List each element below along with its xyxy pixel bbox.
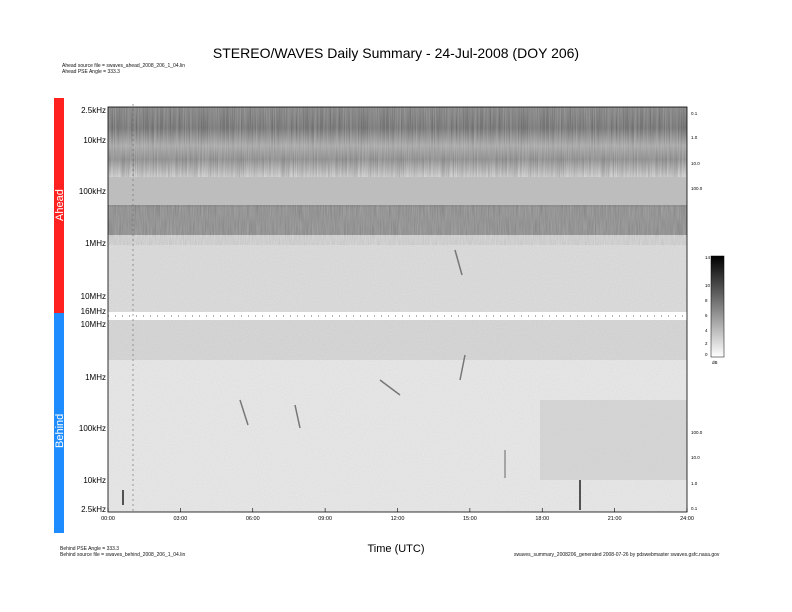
colorbar	[710, 255, 725, 358]
freq-tick-label: 2.5kHz	[81, 106, 106, 115]
credit-note: swaves_summary_2008206_generated 2008-07…	[514, 552, 720, 558]
right-tick-label: 1.0	[691, 481, 698, 486]
freq-tick-label: 100kHz	[78, 187, 106, 196]
colorbar-tick-label: 0	[705, 352, 708, 357]
x-tick-label: 06:00	[245, 516, 260, 522]
ahead-source-note: Ahead source file = swaves_ahead_2008_20…	[62, 63, 186, 69]
freq-tick-label: 1MHz	[85, 373, 106, 382]
freq-tick-label: 1MHz	[85, 239, 106, 248]
colorbar-tick-label: 14	[705, 255, 711, 260]
right-tick-label: 1.0	[691, 135, 698, 140]
colorbar-unit: dB	[712, 360, 718, 365]
colorbar-tick-label: 10	[705, 283, 711, 288]
chart-title: STEREO/WAVES Daily Summary - 24-Jul-2008…	[212, 45, 580, 61]
right-tick-label: 10.0	[691, 455, 700, 460]
x-tick-label: 03:00	[173, 516, 188, 522]
ahead-spectrogram	[108, 107, 687, 317]
behind-freq-axis: 10MHz 1MHz 100kHz 10kHz 2.5kHz	[60, 0, 106, 612]
freq-tick-label: 10MHz	[80, 292, 106, 301]
right-tick-label: 0.1	[691, 111, 698, 116]
ahead-angle-note: Ahead PSE Angle = 333.3	[62, 69, 120, 75]
ahead-panel-bar: Ahead	[54, 98, 66, 313]
right-tick-label: 0.1	[691, 506, 698, 511]
right-tick-label: 10.0	[691, 161, 700, 166]
x-tick-label: 12:00	[390, 516, 405, 522]
colorbar-tick-label: 8	[705, 298, 708, 303]
freq-tick-label: 2.5kHz	[81, 505, 106, 514]
behind-source-note: Behind source file = swaves_behind_2008_…	[60, 552, 186, 558]
colorbar-tick-label: 6	[705, 313, 708, 318]
ahead-freq-axis: 2.5kHz 10kHz 100kHz 1MHz 10MHz 16MHz	[60, 0, 106, 612]
right-tick-label: 100.0	[691, 430, 703, 435]
x-tick-label: 00:00	[101, 516, 115, 522]
x-tick-label: 21:00	[607, 516, 622, 522]
x-tick-label: 24:00	[680, 516, 694, 522]
freq-tick-label: 10MHz	[80, 320, 106, 329]
colorbar-tick-label: 4	[705, 328, 708, 333]
x-tick-label: 18:00	[535, 516, 550, 522]
behind-panel-bar: Behind	[54, 313, 66, 533]
behind-spectrogram	[108, 249, 687, 512]
colorbar-tick-label: 2	[705, 341, 708, 346]
freq-tick-label: 16MHz	[80, 307, 106, 316]
freq-tick-label: 10kHz	[83, 476, 106, 485]
x-tick-label: 15:00	[462, 516, 477, 522]
x-axis-ticks	[107, 508, 688, 512]
behind-angle-note: Behind PSE Angle = 333.3	[60, 546, 120, 552]
freq-tick-label: 10kHz	[83, 136, 106, 145]
x-tick-label: 09:00	[318, 516, 333, 522]
right-tick-label: 100.0	[691, 186, 703, 191]
freq-tick-label: 100kHz	[78, 424, 106, 433]
x-axis-title: Time (UTC)	[367, 543, 425, 555]
